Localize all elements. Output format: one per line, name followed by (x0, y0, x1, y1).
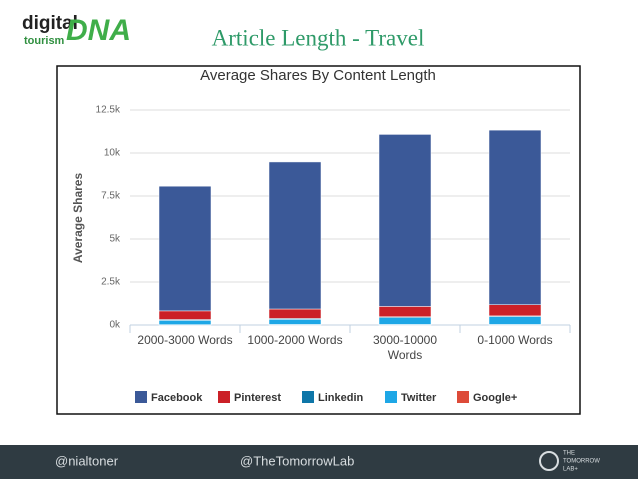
legend-label: Google+ (473, 392, 517, 404)
bar-segment (378, 306, 432, 317)
x-tick-label-box: 1000-2000 Words (247, 333, 343, 347)
bar-segment (378, 317, 432, 325)
bar-segment (158, 185, 212, 312)
x-tick-label: 1000-2000 Words (247, 333, 343, 347)
bar-segment (268, 308, 322, 319)
x-tick-label: 0-1000 Words (477, 333, 553, 347)
legend-swatch (302, 391, 314, 403)
x-tick-label-box: 2000-3000 Words (137, 333, 233, 347)
y-axis-label: Average Shares (71, 173, 85, 264)
brand-text: LAB+ (563, 467, 578, 473)
bar-segment (378, 134, 432, 307)
legend-swatch (135, 391, 147, 403)
legend-label: Facebook (151, 392, 203, 404)
y-tick-label: 5k (109, 234, 121, 245)
logo-text: digital (22, 13, 78, 34)
y-tick-label: 0k (109, 320, 121, 331)
x-tick-label: 3000-10000 Words (372, 333, 438, 362)
brand-text: THE (563, 451, 575, 457)
x-tick-label: 2000-3000 Words (137, 333, 233, 347)
logo-mark: DNA (66, 14, 131, 47)
bar-segment (158, 310, 212, 320)
y-tick-label: 12.5k (96, 105, 121, 116)
legend-label: Pinterest (234, 392, 281, 404)
footer-bar (0, 445, 638, 479)
legend-swatch (218, 391, 230, 403)
logo-text: tourism (24, 35, 65, 47)
legend-label: Linkedin (318, 392, 364, 404)
x-tick-label-box: 0-1000 Words (477, 333, 553, 347)
legend-swatch (385, 391, 397, 403)
bar-segment (488, 316, 542, 325)
legend-swatch (457, 391, 469, 403)
bar-segment (158, 320, 212, 325)
bar-segment (488, 129, 542, 305)
footer-text: @TheTomorrowLab (240, 453, 354, 468)
y-tick-label: 7.5k (101, 191, 121, 202)
brand-icon (539, 451, 559, 471)
chart-title: Average Shares By Content Length (200, 67, 436, 84)
legend-label: Twitter (401, 392, 437, 404)
footer-text: @nialtoner (55, 453, 119, 468)
bar-segment (268, 319, 322, 325)
brand-text: TOMORROW (563, 459, 600, 465)
slide-title: Article Length - Travel (212, 25, 425, 50)
x-tick-label-box: 3000-10000 Words (372, 333, 438, 362)
y-tick-label: 10k (104, 148, 121, 159)
bar-segment (488, 304, 542, 317)
bar-segment (268, 161, 322, 310)
y-tick-label: 2.5k (101, 277, 121, 288)
